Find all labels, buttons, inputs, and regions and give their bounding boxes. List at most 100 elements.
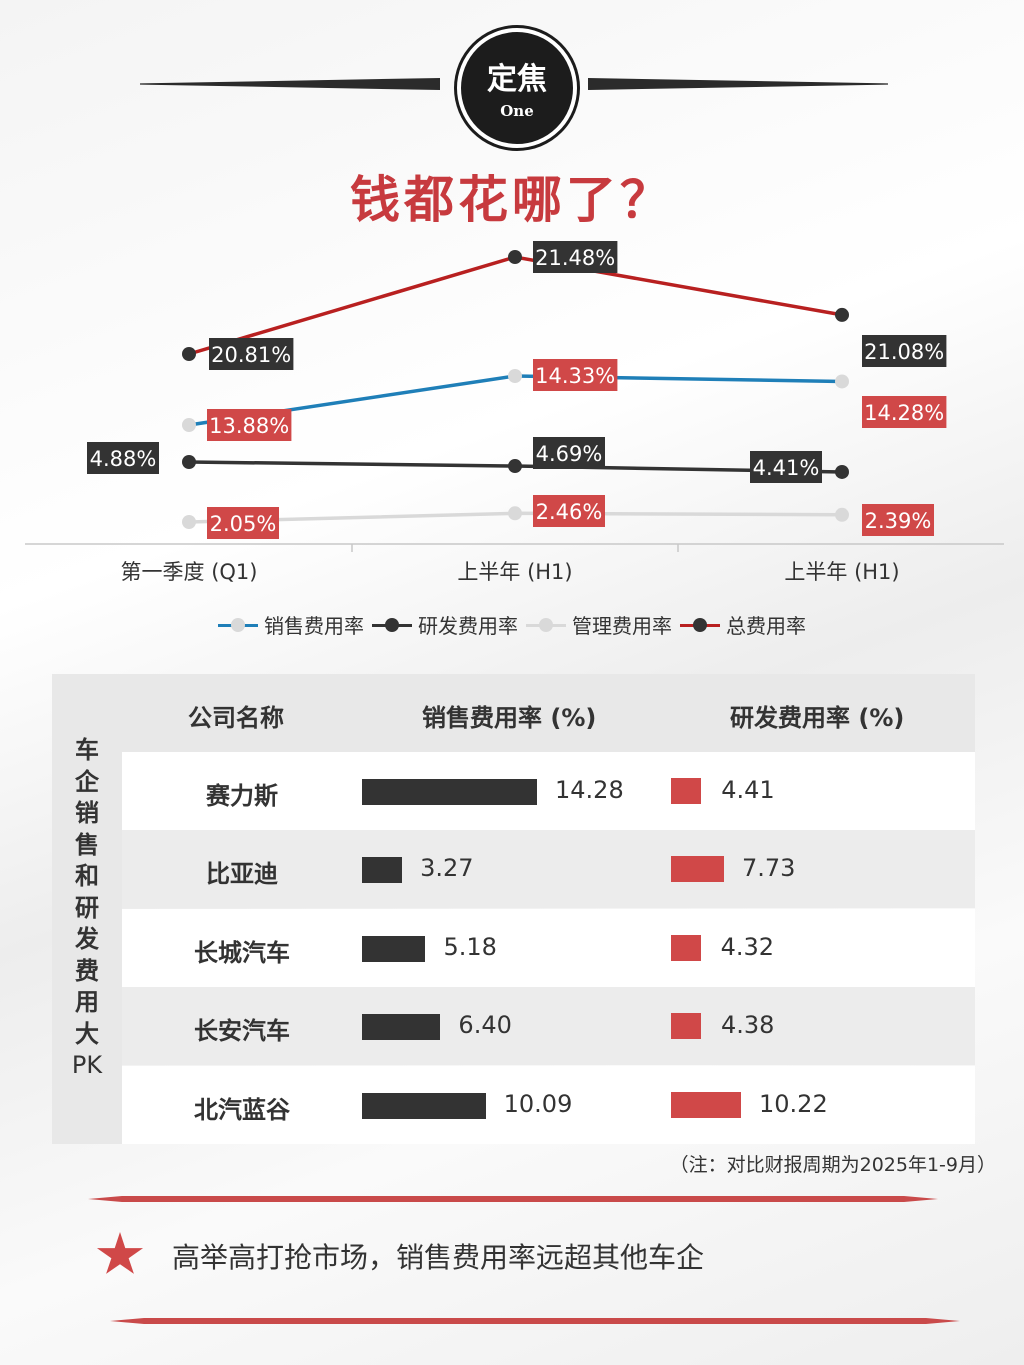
side-title-char: 售	[75, 830, 99, 859]
side-title-char: 大	[75, 1019, 99, 1048]
chart-legend: 销售费用率 研发费用率 管理费用率 总费用率	[0, 610, 1024, 639]
table-side-title: 车企销售和研发费用大 PK	[52, 735, 122, 1082]
table-row: 长城汽车 5.18 4.32	[122, 908, 975, 987]
data-point	[835, 464, 849, 479]
rd-rate-bar	[671, 856, 724, 883]
divider-bottom	[110, 1318, 960, 1324]
data-label: 4.69%	[533, 437, 605, 469]
legend-symbol	[526, 615, 566, 635]
legend-item: 管理费用率	[526, 610, 672, 639]
legend-symbol	[218, 615, 258, 635]
svg-text:14.33%: 14.33%	[535, 364, 615, 388]
legend-item: 研发费用率	[372, 610, 518, 639]
legend-label: 研发费用率	[418, 614, 518, 638]
side-title-char: 发	[75, 925, 99, 953]
side-title-char: 企	[75, 767, 99, 796]
svg-text:2.05%: 2.05%	[210, 512, 277, 536]
company-name: 北汽蓝谷	[194, 1095, 290, 1124]
rd-rate-bar	[671, 1091, 741, 1118]
header-rule-left	[140, 78, 440, 90]
svg-text:21.08%: 21.08%	[864, 340, 944, 364]
star-icon	[96, 1232, 144, 1274]
legend-label: 管理费用率	[572, 614, 672, 638]
badge-main-text: 定焦	[487, 62, 547, 97]
data-point	[182, 347, 196, 361]
rd-rate-value: 7.73	[741, 854, 796, 883]
table-side-bg	[52, 752, 122, 1144]
sales-rate-value: 6.40	[458, 1011, 512, 1040]
header-sales-rate: 销售费用率 (%)	[422, 704, 597, 732]
data-point	[835, 307, 849, 322]
x-tick-label: 上半年 (H1)	[784, 560, 899, 584]
header-rule-right	[588, 78, 888, 90]
data-label: 4.88%	[87, 442, 159, 474]
data-point	[835, 507, 849, 522]
data-label: 21.48%	[533, 241, 618, 273]
svg-text:4.69%: 4.69%	[536, 442, 603, 466]
side-title-char: 和	[75, 862, 99, 890]
data-point	[182, 515, 196, 529]
sales-rate-value: 10.09	[503, 1089, 573, 1118]
data-point	[508, 250, 522, 264]
side-title-char: 销	[75, 799, 99, 827]
footnote: （注：对比财报周期为2025年1-9月）	[669, 1154, 996, 1176]
legend-label: 销售费用率	[264, 614, 364, 638]
header-company: 公司名称	[188, 704, 284, 732]
sales-rate-bar	[362, 1092, 486, 1119]
divider-top	[88, 1196, 938, 1202]
data-point	[508, 506, 522, 521]
rd-rate-value: 10.22	[759, 1089, 828, 1118]
rd-rate-bar	[671, 934, 701, 961]
data-label: 2.46%	[533, 495, 605, 527]
legend-item: 总费用率	[680, 610, 806, 639]
company-name: 比亚迪	[206, 860, 278, 889]
table-row: 赛力斯 14.28 4.41	[122, 752, 975, 830]
sales-rate-bar	[362, 1014, 441, 1041]
data-label: 14.33%	[533, 359, 618, 391]
sales-rate-bar	[362, 779, 537, 805]
svg-text:4.88%: 4.88%	[90, 447, 157, 471]
table-row: 北汽蓝谷 10.09 10.22	[122, 1065, 975, 1144]
rd-rate-bar	[671, 778, 702, 804]
rd-rate-value: 4.41	[721, 776, 775, 804]
data-point	[835, 374, 849, 389]
brand-badge: 定焦 One	[457, 28, 577, 148]
legend-symbol	[372, 615, 412, 635]
rd-rate-value: 4.38	[721, 1011, 775, 1040]
legend-label: 总费用率	[726, 614, 806, 638]
badge-sub-text: One	[500, 102, 534, 120]
sales-rate-value: 3.27	[420, 854, 474, 883]
data-point	[508, 369, 522, 383]
table-row: 比亚迪 3.27 7.73	[122, 830, 975, 909]
data-label: 13.88%	[207, 409, 292, 441]
data-point	[508, 459, 522, 474]
x-tick-label: 上半年 (H1)	[457, 560, 572, 584]
x-tick-label: 第一季度 (Q1)	[121, 560, 258, 584]
expense-rate-line-chart: 第一季度 (Q1) 上半年 (H1) 上半年 (H1) 2.05% 2.46% 2.39%…	[25, 241, 1004, 584]
side-title-char: 车	[75, 736, 99, 764]
sales-rate-bar	[362, 935, 426, 962]
company-name: 长安汽车	[194, 1017, 290, 1046]
company-name: 赛力斯	[206, 782, 278, 810]
table-header-bg	[52, 674, 975, 752]
svg-text:2.39%: 2.39%	[865, 509, 932, 533]
sales-rate-value: 5.18	[443, 932, 497, 961]
rd-rate-value: 4.32	[720, 932, 775, 961]
data-label: 14.28%	[862, 396, 947, 428]
data-label: 20.81%	[209, 338, 294, 370]
data-point	[182, 455, 196, 469]
data-point	[182, 418, 196, 432]
company-name: 长城汽车	[194, 938, 290, 967]
svg-text:20.81%: 20.81%	[211, 343, 291, 367]
svg-text:21.48%: 21.48%	[535, 246, 615, 270]
side-title-char: 用	[75, 988, 99, 1016]
svg-text:4.41%: 4.41%	[753, 456, 820, 480]
data-label: 2.39%	[862, 504, 934, 536]
svg-text:13.88%: 13.88%	[209, 414, 289, 438]
takeaway-text: 高举高打抢市场，销售费用率远超其他车企	[172, 1241, 705, 1274]
legend-item: 销售费用率	[218, 610, 364, 639]
header-rd-rate: 研发费用率 (%)	[730, 704, 905, 732]
side-title-char: 费	[75, 956, 99, 985]
sales-rate-bar	[362, 857, 403, 884]
svg-text:2.46%: 2.46%	[536, 500, 603, 524]
